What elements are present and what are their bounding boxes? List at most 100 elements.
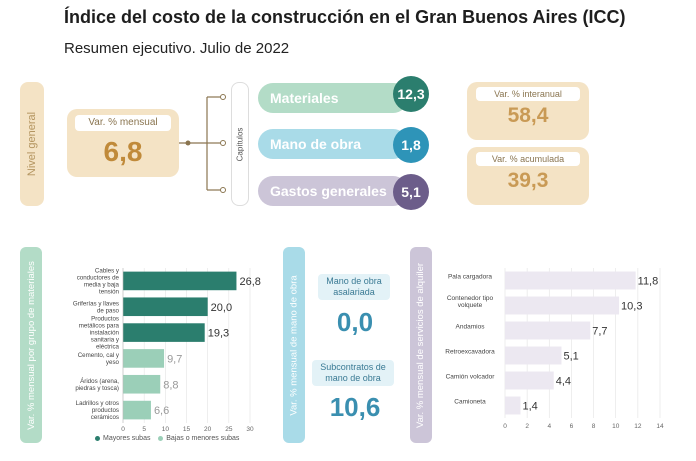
acumulada-card: Var. % acumulada 39,3 [467, 147, 589, 205]
bar [505, 396, 521, 415]
category-label: Camioneta [454, 399, 486, 406]
category-label: de paso [97, 307, 120, 314]
category-label: Cables y [95, 267, 120, 274]
legend-low-label: Bajas o menores subas [166, 435, 240, 442]
materiales-axis-tab: Var. % mensual por grupo de materiales [20, 247, 42, 443]
category-label: productos [92, 407, 119, 414]
bar-value-label: 10,3 [621, 301, 642, 313]
x-tick-label: 4 [547, 423, 551, 430]
category-label: cerámicos [91, 414, 119, 421]
bar-value-label: 1,4 [523, 401, 538, 413]
bar [123, 297, 208, 317]
category-label: Productos [91, 316, 119, 323]
category-label: Áridos (arena, [80, 378, 119, 385]
asalariada-value: 0,0 [336, 307, 374, 337]
bar-value-label: 26,8 [239, 276, 260, 288]
legend-high-swatch [95, 435, 100, 441]
bar-value-label: 19,3 [208, 328, 229, 340]
capitulos-tab: Capítulos [231, 82, 249, 206]
category-label: Andamios [456, 324, 486, 331]
bar-value-label: 8,8 [163, 379, 178, 391]
category-label: tensión [99, 288, 120, 295]
category-label: conductores de [77, 274, 120, 281]
mano-obra-axis-tab: Var. % mensual de mano de obra [283, 247, 305, 443]
category-label: Cemento, cal y [78, 352, 120, 359]
bar-value-label: 6,6 [154, 405, 169, 417]
bar [123, 400, 151, 420]
mano-de-obra-pill: Mano de obra [258, 129, 408, 159]
x-tick-label: 0 [121, 426, 125, 433]
category-label: Retroexcavadora [445, 349, 495, 356]
category-label: yeso [106, 359, 120, 366]
bar [123, 349, 165, 368]
mensual-value: 6,8 [103, 136, 143, 167]
x-tick-label: 15 [183, 426, 191, 433]
category-label: Pala cargadora [448, 274, 492, 281]
x-tick-label: 12 [634, 423, 642, 430]
bar [505, 321, 591, 340]
materiales-value: 12,3 [393, 76, 429, 112]
gastos-generales-pill: Gastos generales [258, 176, 408, 206]
asalariada-label: Mano de obra asalariada [318, 274, 390, 300]
category-label: Camión volcador [446, 374, 496, 381]
x-tick-label: 25 [225, 426, 233, 433]
legend-low-swatch [158, 435, 164, 441]
subcontratos-value: 10,6 [329, 392, 381, 422]
legend-high-label: Mayores subas [103, 435, 151, 442]
category-label: Ladrillos y otros [76, 400, 119, 407]
bar [123, 323, 205, 342]
nivel-general-tab: Nivel general [20, 82, 44, 206]
mano-de-obra-label: Mano de obra [270, 136, 362, 152]
x-tick-label: 6 [570, 423, 574, 430]
x-tick-label: 30 [246, 426, 254, 433]
bar [505, 271, 636, 290]
bar-value-label: 11,8 [638, 276, 659, 288]
category-label: metálicos para [79, 323, 120, 330]
x-tick-label: 10 [612, 423, 620, 430]
bar-value-label: 20,0 [211, 302, 232, 314]
x-tick-label: 14 [656, 423, 664, 430]
category-label: piedras y tosca) [75, 385, 119, 392]
interanual-label: Var. % interanual [476, 87, 580, 101]
subcontratos-label: Subcontratos de mano de obra [312, 360, 394, 386]
acumulada-value: 39,3 [507, 169, 549, 192]
category-label: media y baja [84, 281, 120, 288]
bar [123, 374, 161, 394]
materiales-label: Materiales [270, 90, 339, 106]
alquiler-axis-tab: Var. % mensual de servicios de alquiler [410, 247, 432, 443]
mensual-card: Var. % mensual 6,8 [67, 109, 179, 177]
mensual-label: Var. % mensual [75, 115, 171, 131]
category-label: instalación [90, 330, 120, 337]
gastos-generales-label: Gastos generales [270, 183, 387, 199]
bar-value-label: 5,1 [563, 351, 578, 363]
category-label: eléctrica [96, 344, 120, 351]
connector-node [185, 140, 191, 146]
bar-value-label: 4,4 [556, 376, 571, 388]
page-title: Índice del costo de la construcción en e… [64, 7, 626, 27]
category-label: volquete [458, 302, 483, 309]
bar-value-label: 7,7 [592, 326, 607, 338]
interanual-value: 58,4 [507, 104, 549, 127]
bar [505, 296, 620, 315]
bar [505, 371, 554, 390]
page-subtitle: Resumen ejecutivo. Julio de 2022 [64, 40, 290, 57]
acumulada-label: Var. % acumulada [476, 152, 580, 166]
x-tick-label: 20 [204, 426, 212, 433]
bar [505, 346, 562, 365]
category-label: Griferías y llaves [73, 300, 119, 307]
category-label: sanitaria y [91, 337, 120, 344]
x-tick-label: 8 [592, 423, 596, 430]
bar-value-label: 9,7 [167, 353, 182, 365]
mano-de-obra-value: 1,8 [393, 127, 429, 163]
x-tick-label: 5 [142, 426, 146, 433]
x-tick-label: 10 [162, 426, 170, 433]
x-tick-label: 2 [525, 423, 529, 430]
materiales-legend: Mayores subas Bajas o menores subas [95, 435, 239, 442]
x-tick-label: 0 [503, 423, 507, 430]
interanual-card: Var. % interanual 58,4 [467, 82, 589, 140]
category-label: Contenedor tipo [447, 295, 494, 302]
gastos-generales-value: 5,1 [393, 174, 429, 210]
